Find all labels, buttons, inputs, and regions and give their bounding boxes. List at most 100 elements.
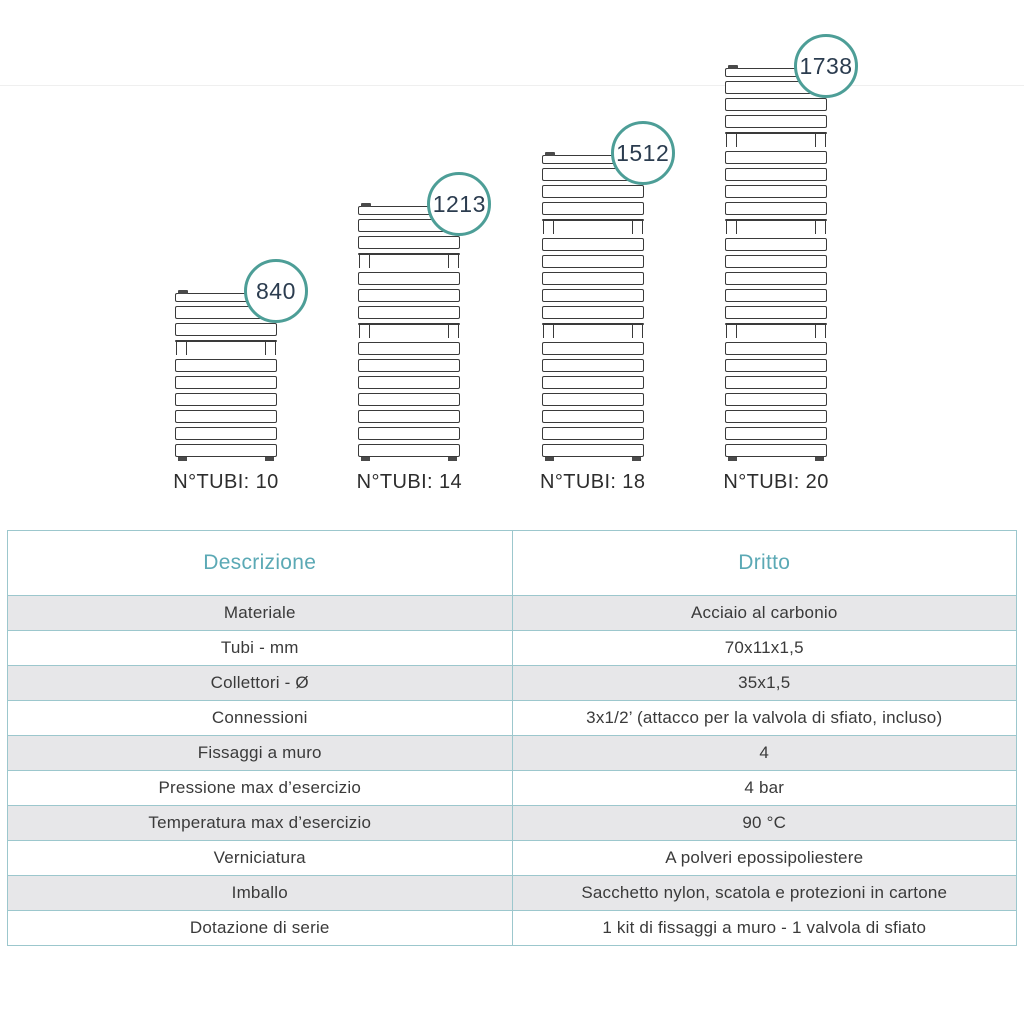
collector-rail-left <box>542 221 554 234</box>
gap-top-line <box>174 340 277 342</box>
radiator-drawing: 1213 <box>358 172 492 461</box>
air-valve-tab <box>728 65 739 69</box>
radiator-tube <box>725 410 828 423</box>
towel-gap <box>725 323 828 338</box>
radiator-tube <box>541 359 644 372</box>
section-divider <box>0 85 1024 86</box>
radiator-tube <box>541 376 644 389</box>
radiator-diagrams: 840 N°TUBI: 10 1213 N°TUBI: 14 1512 N°TUBI: 1… <box>0 34 1013 494</box>
radiator-tube <box>358 444 461 457</box>
spec-header-row: Descrizione Dritto <box>7 530 1017 596</box>
radiator-tube <box>174 393 277 406</box>
height-badge: 1738 <box>794 34 859 98</box>
spec-value: 4 <box>511 735 1017 771</box>
radiator-tube <box>358 289 461 302</box>
radiator-tube <box>358 393 461 406</box>
towel-gap <box>725 219 828 234</box>
foot-left <box>361 457 371 461</box>
gap-top-line <box>541 219 644 221</box>
collector-rail-left <box>542 325 554 338</box>
spec-label: Collettori - Ø <box>7 665 513 701</box>
radiator-tube <box>725 342 828 355</box>
air-valve-tab <box>177 290 188 294</box>
radiator-figure: 1738 N°TUBI: 20 <box>723 34 859 494</box>
towel-gap <box>358 323 461 338</box>
radiator-tube <box>725 185 828 198</box>
table-row: Materiale Acciaio al carbonio <box>7 595 1017 631</box>
towel-gap <box>541 323 644 338</box>
radiator-tube <box>174 410 277 423</box>
radiator-tube <box>725 359 828 372</box>
spec-value: Acciaio al carbonio <box>511 595 1017 631</box>
table-row: Pressione max d’esercizio 4 bar <box>7 770 1017 806</box>
collector-rail-right <box>815 325 827 338</box>
spec-table-section: Descrizione Dritto Materiale Acciaio al c… <box>7 530 1017 946</box>
collector-rail-left <box>726 325 738 338</box>
radiator-drawing: 840 <box>174 259 308 461</box>
radiator-tube <box>541 444 644 457</box>
table-row: Imballo Sacchetto nylon, scatola e protez… <box>7 875 1017 911</box>
spec-table-body: Materiale Acciaio al carbonio Tubi - mm 70x… <box>7 595 1017 946</box>
radiator-tube <box>725 444 828 457</box>
radiator-tube <box>725 115 828 128</box>
radiator-feet <box>358 457 460 461</box>
radiator-tube <box>174 444 277 457</box>
table-row: Temperatura max d’esercizio 90 °C <box>7 805 1017 841</box>
collector-rail-left <box>359 255 371 268</box>
spec-value: 70x11x1,5 <box>511 630 1017 666</box>
spec-value: Sacchetto nylon, scatola e protezioni in… <box>511 875 1017 911</box>
radiator-tube <box>725 202 828 215</box>
radiator-tube <box>541 185 644 198</box>
height-badge: 1512 <box>610 121 675 185</box>
foot-left <box>728 457 738 461</box>
radiator-drawing: 1512 <box>541 121 675 461</box>
radiator-tube <box>725 98 828 111</box>
radiator-tube <box>725 168 828 181</box>
radiator-label: N°TUBI: 18 <box>540 471 646 493</box>
height-badge: 840 <box>243 259 308 323</box>
radiator-tube <box>358 272 461 285</box>
spec-label: Dotazione di serie <box>7 910 513 946</box>
table-row: Collettori - Ø 35x1,5 <box>7 665 1017 701</box>
table-row: Tubi - mm 70x11x1,5 <box>7 630 1017 666</box>
radiator-tube <box>174 376 277 389</box>
spec-label: Fissaggi a muro <box>7 735 513 771</box>
air-valve-tab <box>544 152 555 156</box>
radiator-tube <box>725 376 828 389</box>
collector-rail-right <box>815 134 827 147</box>
radiator-label: N°TUBI: 10 <box>173 471 279 493</box>
foot-left <box>177 457 187 461</box>
spec-value: 1 kit di fissaggi a muro - 1 valvola di … <box>511 910 1017 946</box>
radiator-tube <box>358 306 461 319</box>
height-badge: 1213 <box>427 172 492 236</box>
radiator-figure: 1213 N°TUBI: 14 <box>357 172 492 494</box>
radiator-tube <box>541 238 644 251</box>
spec-label: Connessioni <box>7 700 513 736</box>
radiator-tube <box>541 289 644 302</box>
spec-value: A polveri epossipoliestere <box>511 840 1017 876</box>
spec-label: Tubi - mm <box>7 630 513 666</box>
table-row: Dotazione di serie 1 kit di fissaggi a mu… <box>7 910 1017 946</box>
spec-table: Descrizione Dritto Materiale Acciaio al c… <box>7 530 1017 946</box>
radiator-tube <box>541 342 644 355</box>
spec-value: 3x1/2’ (attacco per la valvola di sfiato… <box>511 700 1017 736</box>
towel-gap <box>174 340 277 355</box>
air-valve-tab <box>361 203 372 207</box>
radiator-tube <box>541 306 644 319</box>
radiator-figure: 840 N°TUBI: 10 <box>173 259 308 494</box>
collector-rail-left <box>175 342 187 355</box>
radiator-tube <box>725 306 828 319</box>
radiator-tube <box>541 410 644 423</box>
foot-right <box>264 457 274 461</box>
spec-value: 4 bar <box>511 770 1017 806</box>
foot-left <box>544 457 554 461</box>
table-row: Fissaggi a muro 4 <box>7 735 1017 771</box>
radiator-tube <box>725 427 828 440</box>
towel-gap <box>541 219 644 234</box>
gap-top-line <box>725 132 828 134</box>
collector-rail-right <box>264 342 276 355</box>
radiator-tube <box>358 342 461 355</box>
foot-right <box>448 457 458 461</box>
radiator-tube <box>725 289 828 302</box>
foot-right <box>815 457 825 461</box>
